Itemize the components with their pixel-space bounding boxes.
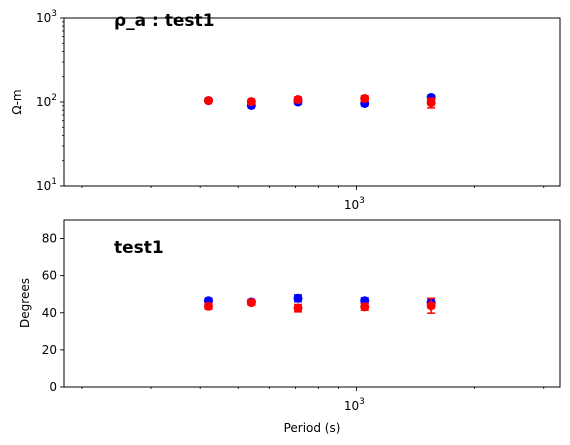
y-tick-label-exponent: 2 — [51, 93, 57, 103]
data-point — [293, 293, 303, 303]
data-point — [293, 303, 303, 313]
y-tick-label: 40 — [42, 306, 57, 320]
panel-title-0: ρ_a : test1 — [114, 11, 215, 31]
x-tick-label-exponent: 3 — [359, 196, 365, 206]
plot-frame-0 — [63, 17, 561, 187]
y-axis-label-1: Degrees — [18, 278, 32, 328]
plot-frame-1 — [63, 219, 561, 388]
x-axis-label: Period (s) — [284, 421, 341, 435]
data-point — [426, 301, 436, 311]
y-tick-label: 101 — [36, 177, 57, 193]
data-point — [246, 97, 256, 107]
y-tick-label-exponent: 1 — [51, 177, 57, 187]
phase-panel: test1 Degrees Period (s) 0 20 40 60 80 103 — [18, 219, 561, 435]
x-tick-label: 103 — [344, 397, 365, 413]
x-tick-label: 103 — [344, 196, 365, 212]
y-axis-label-0: Ω-m — [10, 89, 24, 114]
y-tick-label-exponent: 3 — [51, 9, 57, 19]
data-point — [360, 302, 370, 312]
y-tick-label: 80 — [42, 232, 57, 246]
y-tick-label: 60 — [42, 269, 57, 283]
y-tick-label: 103 — [36, 9, 57, 25]
y-tick-label: 102 — [36, 93, 57, 109]
panel-title-1: test1 — [114, 238, 164, 258]
apparent-resistivity-panel: ρ_a : test1 Ω-m 101 102 103 103 — [10, 9, 561, 212]
data-point — [246, 298, 256, 308]
x-tick-label-exponent: 3 — [359, 397, 365, 407]
data-point — [426, 98, 436, 108]
y-tick-label: 20 — [42, 343, 57, 357]
data-point — [293, 95, 303, 105]
data-point — [360, 94, 370, 104]
y-tick-label: 0 — [49, 380, 57, 394]
data-point — [203, 96, 213, 106]
data-point — [203, 301, 213, 311]
